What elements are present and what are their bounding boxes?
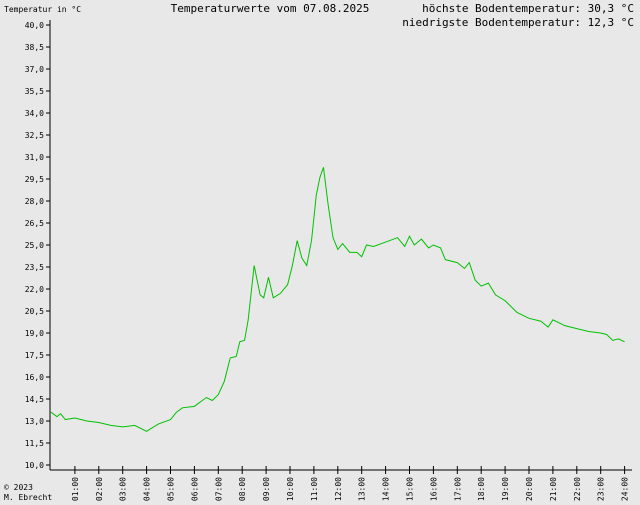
- y-tick-label: 19,0: [25, 329, 44, 338]
- y-tick-label: 38,5: [25, 43, 44, 52]
- y-tick-label: 26,5: [25, 219, 44, 228]
- x-tick-label: 17:00: [453, 477, 462, 501]
- x-tick-label: 14:00: [382, 477, 391, 501]
- y-tick-label: 14,5: [25, 395, 44, 404]
- x-tick-label: 21:00: [549, 477, 558, 501]
- x-tick-label: 02:00: [95, 477, 104, 501]
- x-tick-label: 06:00: [190, 477, 199, 501]
- y-tick-label: 35,5: [25, 87, 44, 96]
- x-tick-label: 05:00: [167, 477, 176, 501]
- y-tick-label: 28,0: [25, 197, 44, 206]
- max-annotation: höchste Bodentemperatur: 30,3 °C: [422, 2, 634, 15]
- y-tick-label: 11,5: [25, 439, 44, 448]
- author: M. Ebrecht: [4, 493, 52, 502]
- y-axis-title: Temperatur in °C: [4, 5, 81, 14]
- x-tick-label: 04:00: [143, 477, 152, 501]
- x-tick-label: 19:00: [501, 477, 510, 501]
- y-tick-label: 22,0: [25, 285, 44, 294]
- y-tick-label: 37,0: [25, 65, 44, 74]
- y-tick-label: 16,0: [25, 373, 44, 382]
- y-tick-label: 32,5: [25, 131, 44, 140]
- x-tick-label: 09:00: [262, 477, 271, 501]
- x-tick-label: 24:00: [621, 477, 630, 501]
- y-tick-label: 40,0: [25, 21, 44, 30]
- temperature-line: [50, 167, 625, 432]
- y-tick-label: 10,0: [25, 461, 44, 470]
- x-tick-label: 11:00: [310, 477, 319, 501]
- chart-title: Temperaturwerte vom 07.08.2025: [171, 2, 370, 15]
- min-annotation: niedrigste Bodentemperatur: 12,3 °C: [402, 16, 634, 29]
- x-tick-label: 16:00: [429, 477, 438, 501]
- x-tick-label: 15:00: [406, 477, 415, 501]
- x-tick-label: 13:00: [358, 477, 367, 501]
- y-tick-label: 34,0: [25, 109, 44, 118]
- x-tick-label: 10:00: [286, 477, 295, 501]
- x-tick-label: 22:00: [573, 477, 582, 501]
- y-tick-label: 13,0: [25, 417, 44, 426]
- y-tick-label: 17,5: [25, 351, 44, 360]
- x-tick-label: 23:00: [597, 477, 606, 501]
- y-tick-label: 23,5: [25, 263, 44, 272]
- y-tick-label: 20,5: [25, 307, 44, 316]
- y-tick-label: 25,0: [25, 241, 44, 250]
- x-tick-label: 12:00: [334, 477, 343, 501]
- y-tick-label: 31,0: [25, 153, 44, 162]
- x-tick-label: 03:00: [119, 477, 128, 501]
- x-tick-label: 01:00: [71, 477, 80, 501]
- x-tick-label: 18:00: [477, 477, 486, 501]
- y-tick-label: 29,5: [25, 175, 44, 184]
- x-tick-label: 20:00: [525, 477, 534, 501]
- copyright: © 2023: [4, 483, 33, 492]
- x-tick-label: 08:00: [238, 477, 247, 501]
- x-tick-label: 07:00: [214, 477, 223, 501]
